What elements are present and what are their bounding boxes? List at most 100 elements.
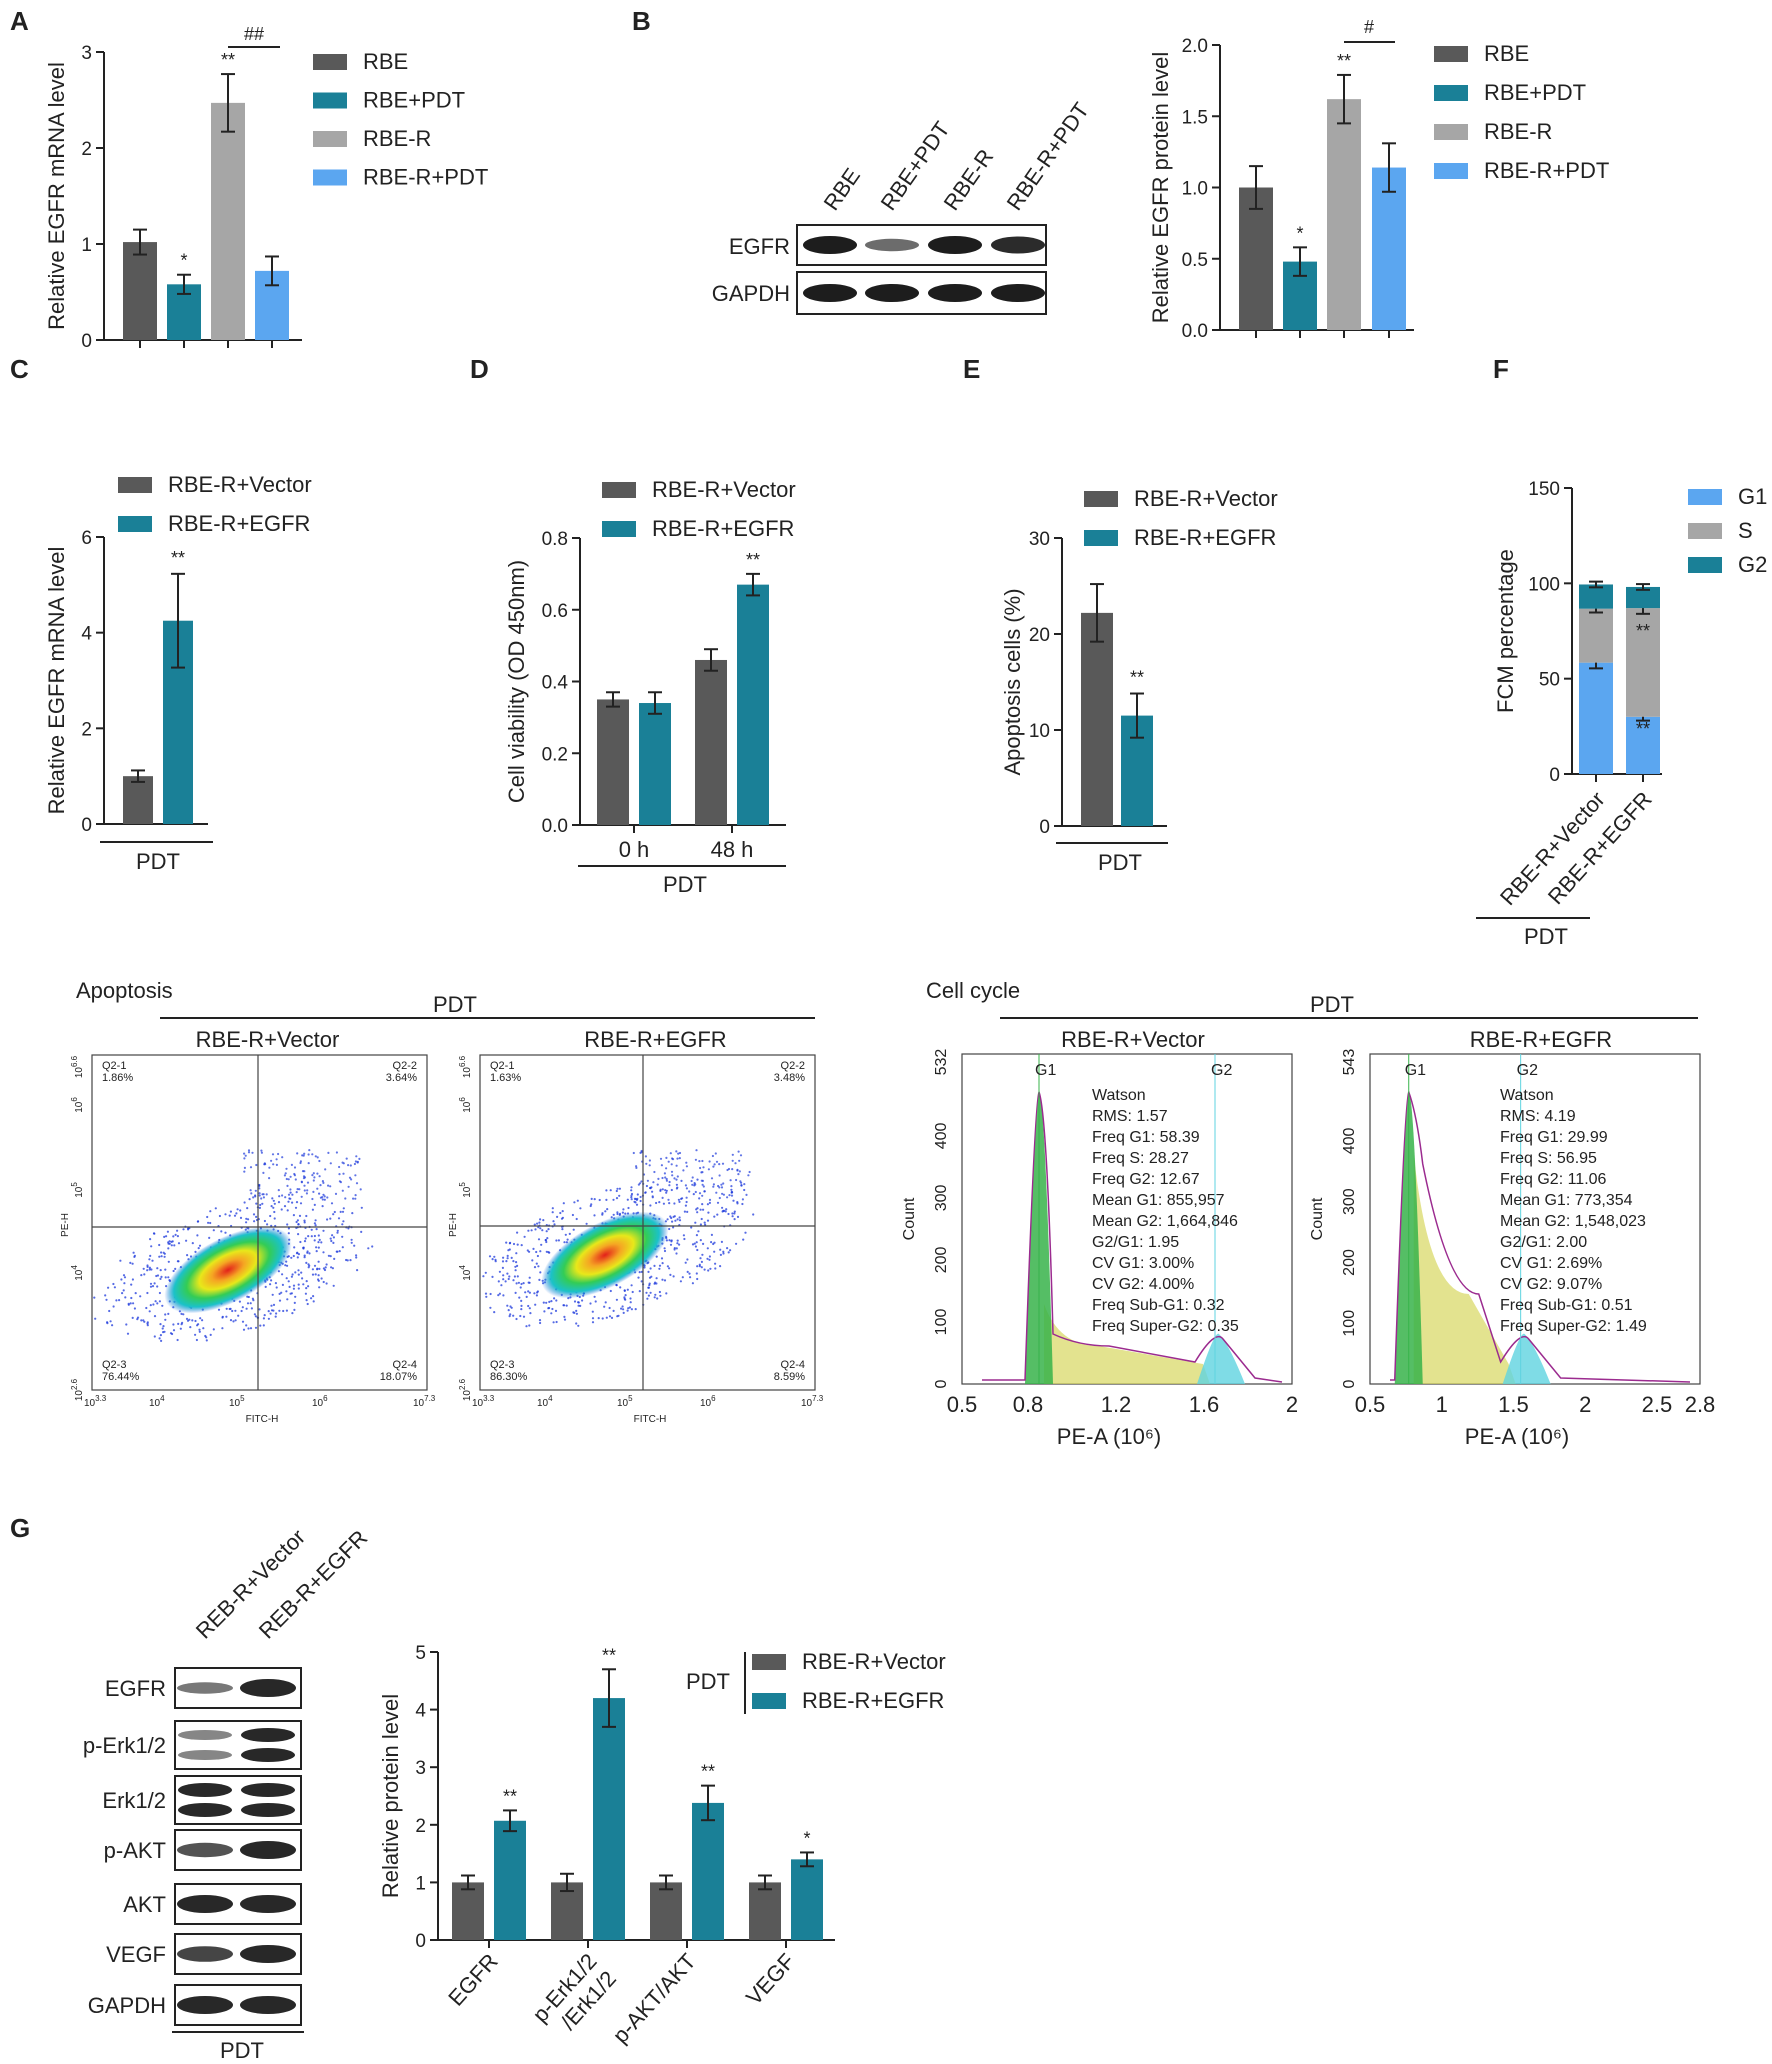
event-dot <box>527 1229 530 1232</box>
event-dot <box>122 1289 125 1292</box>
event-dot <box>237 1314 240 1317</box>
event-dot <box>502 1256 505 1259</box>
event-dot <box>505 1241 508 1244</box>
bar-rbe-r-egfr <box>639 703 671 825</box>
event-dot <box>718 1196 721 1200</box>
event-dot <box>616 1187 619 1190</box>
event-dot <box>740 1184 743 1187</box>
event-dot <box>538 1221 541 1224</box>
event-dot <box>733 1212 736 1215</box>
y-axis-label: Relative EGFR mRNA level <box>44 547 69 815</box>
lane-label: RBE <box>819 163 865 214</box>
event-dot <box>710 1241 713 1244</box>
panel-d-legend: RBE-R+Vector RBE-R+EGFR <box>602 477 796 541</box>
event-dot <box>313 1264 317 1267</box>
event-dot <box>630 1189 633 1192</box>
event-dot <box>520 1244 523 1247</box>
event-dot <box>747 1174 750 1177</box>
event-dot <box>371 1245 374 1248</box>
event-dot <box>694 1158 698 1161</box>
g1-peak-label: G1 <box>1035 1062 1056 1079</box>
event-dot <box>131 1278 134 1281</box>
event-dot <box>329 1217 332 1220</box>
legend-item: RBE-R+Vector <box>602 477 796 502</box>
watson-line: Freq Sub-G1: 0.51 <box>1500 1297 1633 1314</box>
event-dot <box>123 1282 126 1285</box>
event-dot <box>598 1198 601 1202</box>
legend-item: S <box>1688 518 1753 543</box>
event-dot <box>254 1189 257 1192</box>
event-dot <box>739 1154 743 1157</box>
event-dot <box>497 1280 500 1283</box>
event-dot <box>258 1206 261 1209</box>
event-dot <box>655 1282 658 1285</box>
event-dot <box>297 1283 300 1286</box>
y-tick-label: 100 <box>1341 1310 1358 1337</box>
event-dot <box>506 1272 509 1275</box>
event-dot <box>605 1316 608 1319</box>
quadrant-label: Q2-1 <box>490 1060 514 1072</box>
event-dot <box>552 1321 555 1324</box>
event-dot <box>285 1277 288 1280</box>
event-dot <box>514 1291 517 1294</box>
event-dot <box>315 1250 318 1253</box>
event-dot <box>197 1323 200 1326</box>
legend-item: RBE-R+PDT <box>313 165 488 190</box>
event-dot <box>708 1255 712 1258</box>
error-bar <box>171 572 185 669</box>
quadrant-label: Q2-2 <box>781 1060 805 1072</box>
event-dot <box>540 1243 543 1246</box>
event-dot <box>311 1174 314 1177</box>
event-dot <box>159 1334 162 1337</box>
significance-star: ** <box>746 550 760 570</box>
panel-c-chart: 0 2 4 6 Relative EGFR mRNA level ** PDT RBE-R+V… <box>44 472 312 874</box>
y-tick-label: 50 <box>1539 670 1560 691</box>
legend-swatch <box>1434 46 1468 62</box>
event-dot <box>270 1279 273 1282</box>
event-dot <box>292 1287 295 1290</box>
event-dot <box>730 1188 733 1191</box>
event-dot <box>639 1199 642 1203</box>
event-dot <box>293 1308 296 1311</box>
event-dot <box>572 1228 575 1231</box>
y-tick-label: 0 <box>415 1931 426 1952</box>
event-dot <box>234 1319 237 1322</box>
event-dot <box>294 1271 297 1274</box>
event-dot <box>564 1233 567 1236</box>
event-dot <box>646 1297 649 1300</box>
legend-label: RBE-R+EGFR <box>802 1688 944 1713</box>
legend-label: S <box>1738 518 1753 543</box>
event-dot <box>626 1198 629 1201</box>
event-dot <box>94 1317 97 1320</box>
event-dot <box>132 1251 135 1254</box>
event-dot <box>735 1242 738 1245</box>
event-dot <box>331 1234 334 1237</box>
event-dot <box>287 1200 290 1203</box>
event-dot <box>609 1289 612 1293</box>
event-dot <box>313 1234 316 1238</box>
event-dot <box>534 1228 537 1231</box>
event-dot <box>303 1254 306 1257</box>
event-dot <box>314 1273 317 1276</box>
event-dot <box>234 1309 237 1312</box>
event-dot <box>694 1221 697 1224</box>
event-dot <box>677 1152 680 1155</box>
significance-star: ** <box>1636 621 1650 641</box>
event-dot <box>322 1229 325 1232</box>
event-dot <box>127 1303 130 1306</box>
x-tick-label: 104 <box>149 1394 165 1409</box>
event-dot <box>231 1309 234 1313</box>
event-dot <box>259 1203 262 1207</box>
legend-swatch <box>1434 163 1468 179</box>
event-dot <box>162 1331 165 1334</box>
x-tick-label: 2.8 <box>1685 1392 1716 1417</box>
event-dot <box>563 1315 566 1318</box>
event-dot <box>267 1310 270 1313</box>
blot-band <box>241 1783 295 1797</box>
event-dot <box>281 1156 284 1159</box>
event-dot <box>236 1208 239 1211</box>
bar-rbe-r-egfr <box>692 1802 724 1940</box>
watson-line: Freq Super-G2: 1.49 <box>1500 1318 1647 1335</box>
legend-label: RBE-R+EGFR <box>168 511 310 536</box>
event-dot <box>591 1317 595 1320</box>
